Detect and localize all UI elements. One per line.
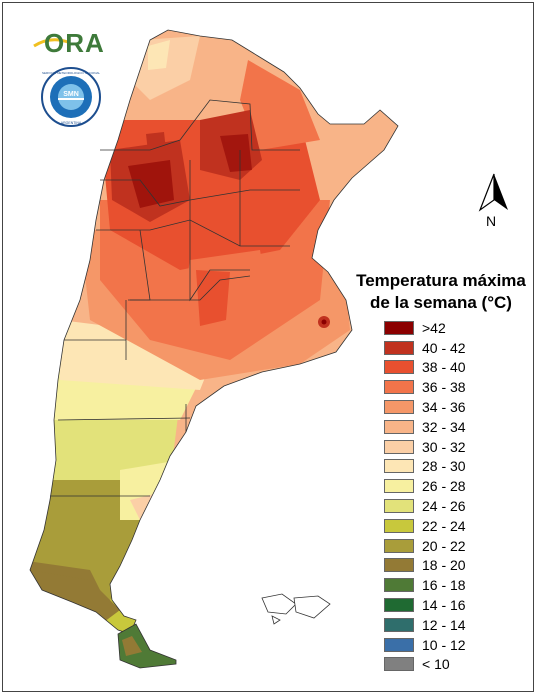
legend-item: 38 - 40 [384,358,534,378]
legend-swatch [384,400,414,415]
legend-item: 26 - 28 [384,476,534,496]
legend-swatch [384,558,414,573]
legend-title: Temperatura máxima de la semana (°C) [346,270,536,314]
legend-label: 40 - 42 [422,339,466,356]
legend-swatch [384,320,414,335]
legend-swatch [384,499,414,514]
legend-item: 10 - 12 [384,635,534,655]
province-borders [50,99,300,497]
legend-swatch [384,459,414,474]
ora-logo-text: ORA [44,28,105,58]
legend-swatch [384,439,414,454]
legend-label: 18 - 20 [422,557,466,574]
legend-item: 20 - 22 [384,536,534,556]
legend-item: 18 - 20 [384,556,534,576]
legend-item: 28 - 30 [384,457,534,477]
legend-swatch [384,617,414,632]
legend-item: 24 - 26 [384,496,534,516]
legend-item: >42 [384,318,534,338]
legend-label: 26 - 28 [422,478,466,495]
smn-ring-text: SERVICIO METEOROLOGICO NACIONAL [42,71,100,75]
legend-item: 14 - 16 [384,595,534,615]
legend-label: 20 - 22 [422,537,466,554]
legend-label: 14 - 16 [422,597,466,614]
smn-logo: SMN SERVICIO METEOROLOGICO NACIONAL ARGE… [40,66,102,128]
legend-label: 16 - 18 [422,577,466,594]
legend-swatch [384,578,414,593]
legend-item: 16 - 18 [384,575,534,595]
legend-label: 28 - 30 [422,458,466,475]
legend-title-line1: Temperatura máxima [356,271,526,290]
legend-label: >42 [422,319,446,336]
legend-item: 40 - 42 [384,338,534,358]
malvinas-islands [261,593,331,625]
north-label: N [486,213,497,229]
legend-item: 12 - 14 [384,615,534,635]
legend-label: 34 - 36 [422,399,466,416]
legend-swatch [384,538,414,553]
legend-swatch [384,637,414,652]
legend-swatch [384,419,414,434]
ora-logo [30,28,110,68]
legend-swatch [384,380,414,395]
legend-item: < 10 [384,655,534,675]
legend-title-line2: de la semana (°C) [370,293,512,312]
smn-bottom-text: ARGENTINA [61,121,82,125]
legend-item: 36 - 38 [384,377,534,397]
legend: >42 40 - 42 38 - 40 36 - 38 34 - 36 32 - 34 30… [384,318,534,674]
legend-swatch [384,598,414,613]
legend-swatch [384,360,414,375]
ora-swoosh [33,38,69,48]
legend-label: 36 - 38 [422,379,466,396]
north-arrow-icon [474,172,514,232]
legend-swatch [384,479,414,494]
tierra-del-fuego [117,623,177,669]
legend-swatch [384,657,414,672]
legend-label: 32 - 34 [422,418,466,435]
legend-swatch [384,518,414,533]
legend-swatch [384,340,414,355]
legend-item: 32 - 34 [384,417,534,437]
legend-label: 10 - 12 [422,636,466,653]
legend-item: 30 - 32 [384,437,534,457]
legend-label: 38 - 40 [422,359,466,376]
smn-center-text: SMN [63,91,79,98]
legend-item: 22 - 24 [384,516,534,536]
legend-item: 34 - 36 [384,397,534,417]
legend-label: 22 - 24 [422,517,466,534]
legend-label: 30 - 32 [422,438,466,455]
legend-label: 12 - 14 [422,616,466,633]
legend-label: < 10 [422,656,450,673]
country-outline [29,29,399,635]
legend-label: 24 - 26 [422,498,466,515]
